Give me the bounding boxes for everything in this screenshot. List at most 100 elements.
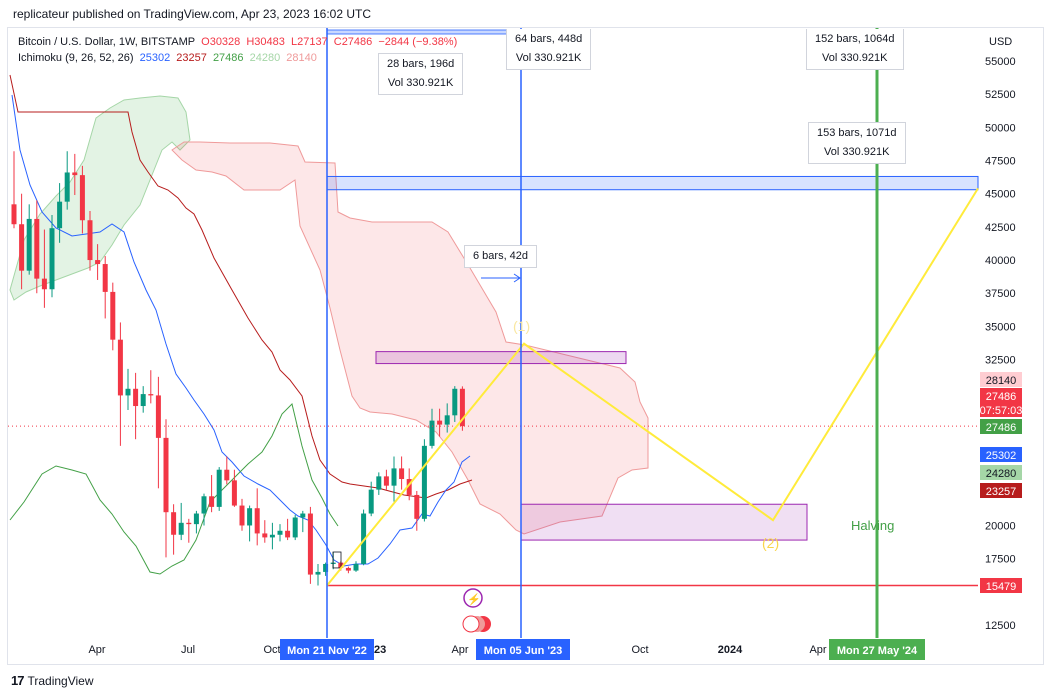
candle-body: [437, 420, 443, 425]
tooltip-vol: Vol 330.921K: [515, 52, 582, 64]
candle-body: [277, 530, 283, 535]
y-tick-label: 55000: [985, 56, 1016, 68]
candle-body: [216, 469, 222, 507]
candle-body: [34, 218, 40, 279]
candle: [247, 505, 253, 542]
y-tick-label: 45000: [985, 189, 1016, 201]
candle-body: [345, 567, 351, 571]
tooltip-bars: 153 bars, 1071d: [817, 127, 897, 139]
x-tick-label: Oct: [263, 644, 280, 656]
date-range-band: [326, 29, 522, 35]
candle: [87, 210, 93, 271]
candle: [399, 456, 405, 490]
candle-body: [353, 563, 359, 571]
candle: [459, 386, 465, 431]
price-badge-label: 25302: [986, 450, 1017, 462]
candle-body: [459, 388, 465, 427]
symbol-legend[interactable]: Bitcoin / U.S. Dollar, 1W, BITSTAMP O303…: [18, 36, 460, 48]
candle-body: [57, 201, 63, 229]
candle-body: [247, 508, 253, 526]
candle: [79, 165, 85, 234]
y-tick-label: 35000: [985, 321, 1016, 333]
chart-frame[interactable]: [7, 27, 1044, 665]
candle: [171, 504, 177, 555]
candle-body: [133, 388, 139, 407]
candle-body: [102, 264, 108, 292]
x-tick-label: Apr: [809, 644, 826, 656]
candle-body: [285, 530, 291, 538]
candle: [224, 456, 230, 485]
ichimoku-conversion: 25302: [139, 52, 171, 64]
candle: [186, 518, 192, 543]
candle-body: [391, 468, 397, 486]
candle: [345, 566, 351, 574]
candle-body: [307, 513, 313, 575]
candle-body: [383, 476, 389, 486]
y-tick-label: 47500: [985, 156, 1016, 168]
candle-body: [300, 513, 306, 518]
candle-body: [117, 339, 123, 396]
candle: [368, 481, 374, 517]
highlight-box: [332, 551, 342, 569]
candle-body: [110, 291, 116, 340]
candle: [231, 469, 237, 507]
us-flag-icon: [462, 615, 480, 633]
y-tick-label: 50000: [985, 122, 1016, 134]
candle: [300, 510, 306, 533]
candle: [49, 214, 55, 298]
candle-body: [323, 563, 329, 572]
ichimoku-legend[interactable]: Ichimoku (9, 26, 52, 26) 25302 23257 274…: [18, 52, 320, 64]
candle: [95, 244, 101, 280]
candle-body: [125, 388, 131, 396]
tradingview-footer[interactable]: 17 TradingView: [11, 673, 94, 688]
publish-header: replicateur published on TradingView.com…: [0, 0, 1053, 28]
candle-body: [269, 534, 275, 538]
tooltip-bars: 152 bars, 1064d: [815, 33, 895, 45]
candle-body: [429, 420, 435, 446]
candle-body: [452, 388, 458, 416]
candle: [110, 282, 116, 351]
candle-body: [209, 496, 215, 507]
x-tick-label: Apr: [451, 644, 468, 656]
time-badge-label: Mon 21 Nov '22: [287, 645, 367, 657]
candle: [414, 490, 420, 531]
tradingview-brand[interactable]: TradingView: [27, 673, 94, 688]
time-badge-label: Mon 27 May '24: [837, 645, 918, 657]
ohlc-high: H30483: [246, 36, 285, 48]
candle: [57, 183, 63, 243]
candle: [117, 322, 123, 446]
x-tick-label: Oct: [631, 644, 648, 656]
ichimoku-lagging: 27486: [212, 52, 244, 64]
candle-body: [201, 496, 207, 514]
candle: [34, 200, 40, 294]
price-badge-label: 15479: [986, 581, 1017, 593]
ichimoku-lead-a: 24280: [249, 52, 281, 64]
candle-body: [41, 278, 47, 290]
candle: [178, 502, 184, 541]
candle: [307, 506, 313, 584]
candle: [102, 256, 108, 319]
candle-body: [49, 228, 55, 290]
price-badge-label: 07:57:03: [980, 405, 1023, 417]
candle-body: [421, 445, 427, 519]
y-tick-label: 17500: [985, 554, 1016, 566]
candle-body: [254, 508, 260, 534]
candle-body: [186, 522, 192, 525]
candle-body: [26, 218, 32, 271]
candle-body: [171, 512, 177, 535]
candle: [323, 562, 329, 576]
measure-tooltip-4: 153 bars, 1071d Vol 330.921K: [808, 122, 906, 164]
symbol-title[interactable]: Bitcoin / U.S. Dollar, 1W, BITSTAMP: [18, 36, 196, 48]
y-tick-label: 12500: [985, 620, 1016, 632]
ichimoku-title[interactable]: Ichimoku (9, 26, 52, 26): [18, 52, 134, 64]
candle: [429, 408, 435, 449]
candle: [421, 439, 427, 522]
time-badge: [476, 639, 570, 660]
price-badge: [980, 372, 1022, 387]
resistance-zone: [326, 175, 979, 191]
price-badge: [980, 465, 1022, 480]
tradingview-logo-icon[interactable]: 17: [11, 673, 25, 688]
ohlc-change: −2844 (−9.38%): [378, 36, 458, 48]
candle: [361, 509, 367, 566]
